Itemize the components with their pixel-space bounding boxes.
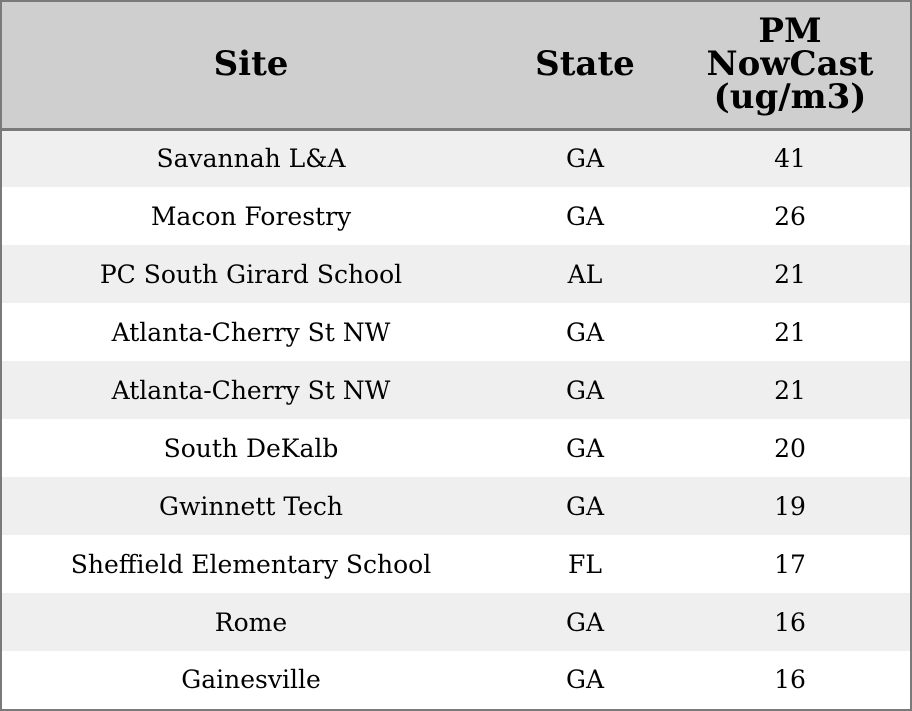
- table-row: Macon Forestry GA 26: [2, 187, 910, 245]
- table-row: Atlanta-Cherry St NW GA 21: [2, 361, 910, 419]
- cell-pm: 17: [774, 549, 806, 579]
- cell-pm: 41: [774, 144, 806, 174]
- table-row: Gwinnett Tech GA 19: [2, 477, 910, 535]
- cell-pm: 16: [774, 664, 806, 694]
- cell-site: PC South Girard School: [99, 259, 403, 289]
- cell-site: Macon Forestry: [150, 201, 352, 231]
- cell-state: GA: [565, 664, 605, 694]
- header-site-label: Site: [213, 44, 289, 85]
- header-pm-line-2: NowCast: [706, 44, 874, 85]
- cell-pm: 21: [774, 375, 806, 405]
- header-pm-line-3: (ug/m3): [713, 77, 867, 118]
- cell-state: AL: [567, 259, 603, 289]
- table-body: Savannah L&A GA 41 Macon Forestry GA 26 PC Sou…: [2, 129, 910, 707]
- cell-state: GA: [565, 607, 605, 637]
- cell-site: Savannah L&A: [156, 144, 346, 174]
- cell-state: GA: [565, 433, 605, 463]
- header-state: State: [500, 2, 670, 131]
- cell-site: Atlanta-Cherry St NW: [111, 317, 391, 347]
- cell-site: Gwinnett Tech: [158, 491, 344, 521]
- table-row: Rome GA 16: [2, 593, 910, 651]
- header-site: Site: [2, 2, 500, 131]
- cell-state: GA: [565, 201, 605, 231]
- table-row: PC South Girard School AL 21: [2, 245, 910, 303]
- cell-pm: 21: [774, 259, 806, 289]
- cell-pm: 16: [774, 607, 806, 637]
- cell-state: GA: [565, 317, 605, 347]
- cell-site: Atlanta-Cherry St NW: [111, 375, 391, 405]
- table-row: Atlanta-Cherry St NW GA 21: [2, 303, 910, 361]
- cell-pm: 21: [774, 317, 806, 347]
- cell-site: South DeKalb: [163, 433, 339, 463]
- cell-site: Rome: [214, 607, 288, 637]
- header-row: Site State PM NowCast (ug/m3): [2, 2, 910, 131]
- cell-site: Gainesville: [181, 664, 321, 694]
- table-row: South DeKalb GA 20: [2, 419, 910, 477]
- cell-site: Sheffield Elementary School: [70, 549, 432, 579]
- table-header: Site State PM NowCast (ug/m3): [2, 2, 910, 131]
- cell-pm: 26: [774, 201, 806, 231]
- cell-pm: 20: [774, 433, 806, 463]
- header-pm-line-1: PM: [758, 11, 822, 52]
- cell-state: GA: [565, 491, 605, 521]
- header-pm: PM NowCast (ug/m3): [670, 2, 910, 131]
- cell-state: GA: [565, 375, 605, 405]
- table-row: Savannah L&A GA 41: [2, 129, 910, 187]
- cell-state: FL: [568, 549, 602, 579]
- table-row: Gainesville GA 16: [2, 651, 910, 707]
- header-state-label: State: [535, 44, 635, 85]
- cell-state: GA: [565, 144, 605, 174]
- table-row: Sheffield Elementary School FL 17: [2, 535, 910, 593]
- cell-pm: 19: [774, 491, 806, 521]
